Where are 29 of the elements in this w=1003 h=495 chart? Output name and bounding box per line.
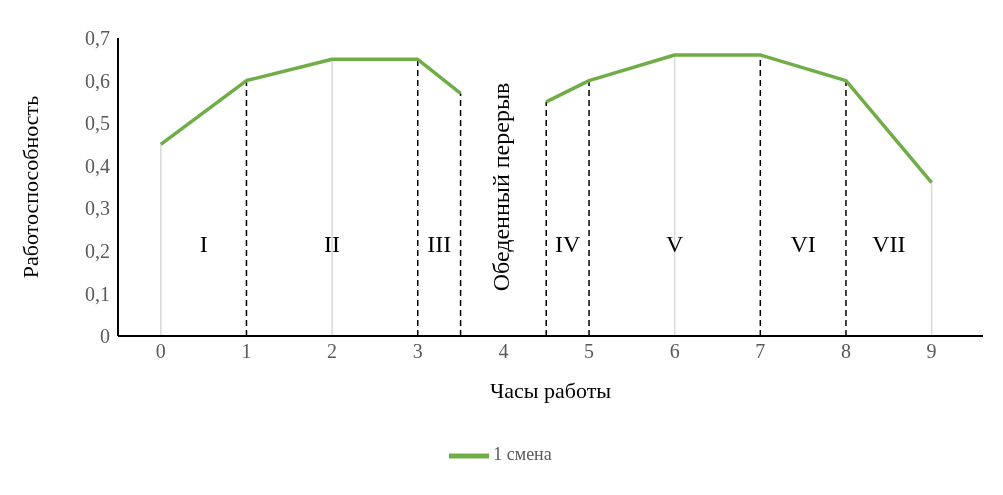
annotation: IV [554,231,581,258]
x-tick-label: 7 [755,340,766,363]
annotation: V [666,231,685,258]
x-tick-label: 5 [584,340,595,363]
annotation: VII [872,231,906,258]
y-axis-title: Работоспособность [17,95,43,279]
y-tick-label: 0,7 [85,27,110,50]
y-tick-label: 0,6 [85,69,110,92]
x-tick-label: 1 [241,340,252,363]
y-tick-label: 0,4 [85,154,110,177]
y-tick-label: 0 [100,325,110,348]
y-tick-label: 0,3 [85,197,110,220]
annotation: II [324,231,341,258]
y-tick-label: 0,2 [85,239,110,262]
annotation: I [199,231,208,258]
y-tick-label: 0,5 [85,112,110,135]
annotation: VI [790,231,816,258]
annotation: Обеденный перерыв [487,82,514,292]
y-tick-label: 0,1 [85,282,110,305]
x-axis-title: Часы работы [489,378,612,403]
annotation: III [427,231,452,258]
x-tick-label: 8 [840,340,851,363]
x-tick-label: 2 [327,340,338,363]
x-tick-label: 9 [926,340,937,363]
x-tick-label: 0 [155,340,166,363]
legend-label: 1 смена [493,444,552,465]
x-tick-label: 4 [498,340,509,363]
x-tick-label: 6 [669,340,680,363]
x-tick-label: 3 [412,340,423,363]
